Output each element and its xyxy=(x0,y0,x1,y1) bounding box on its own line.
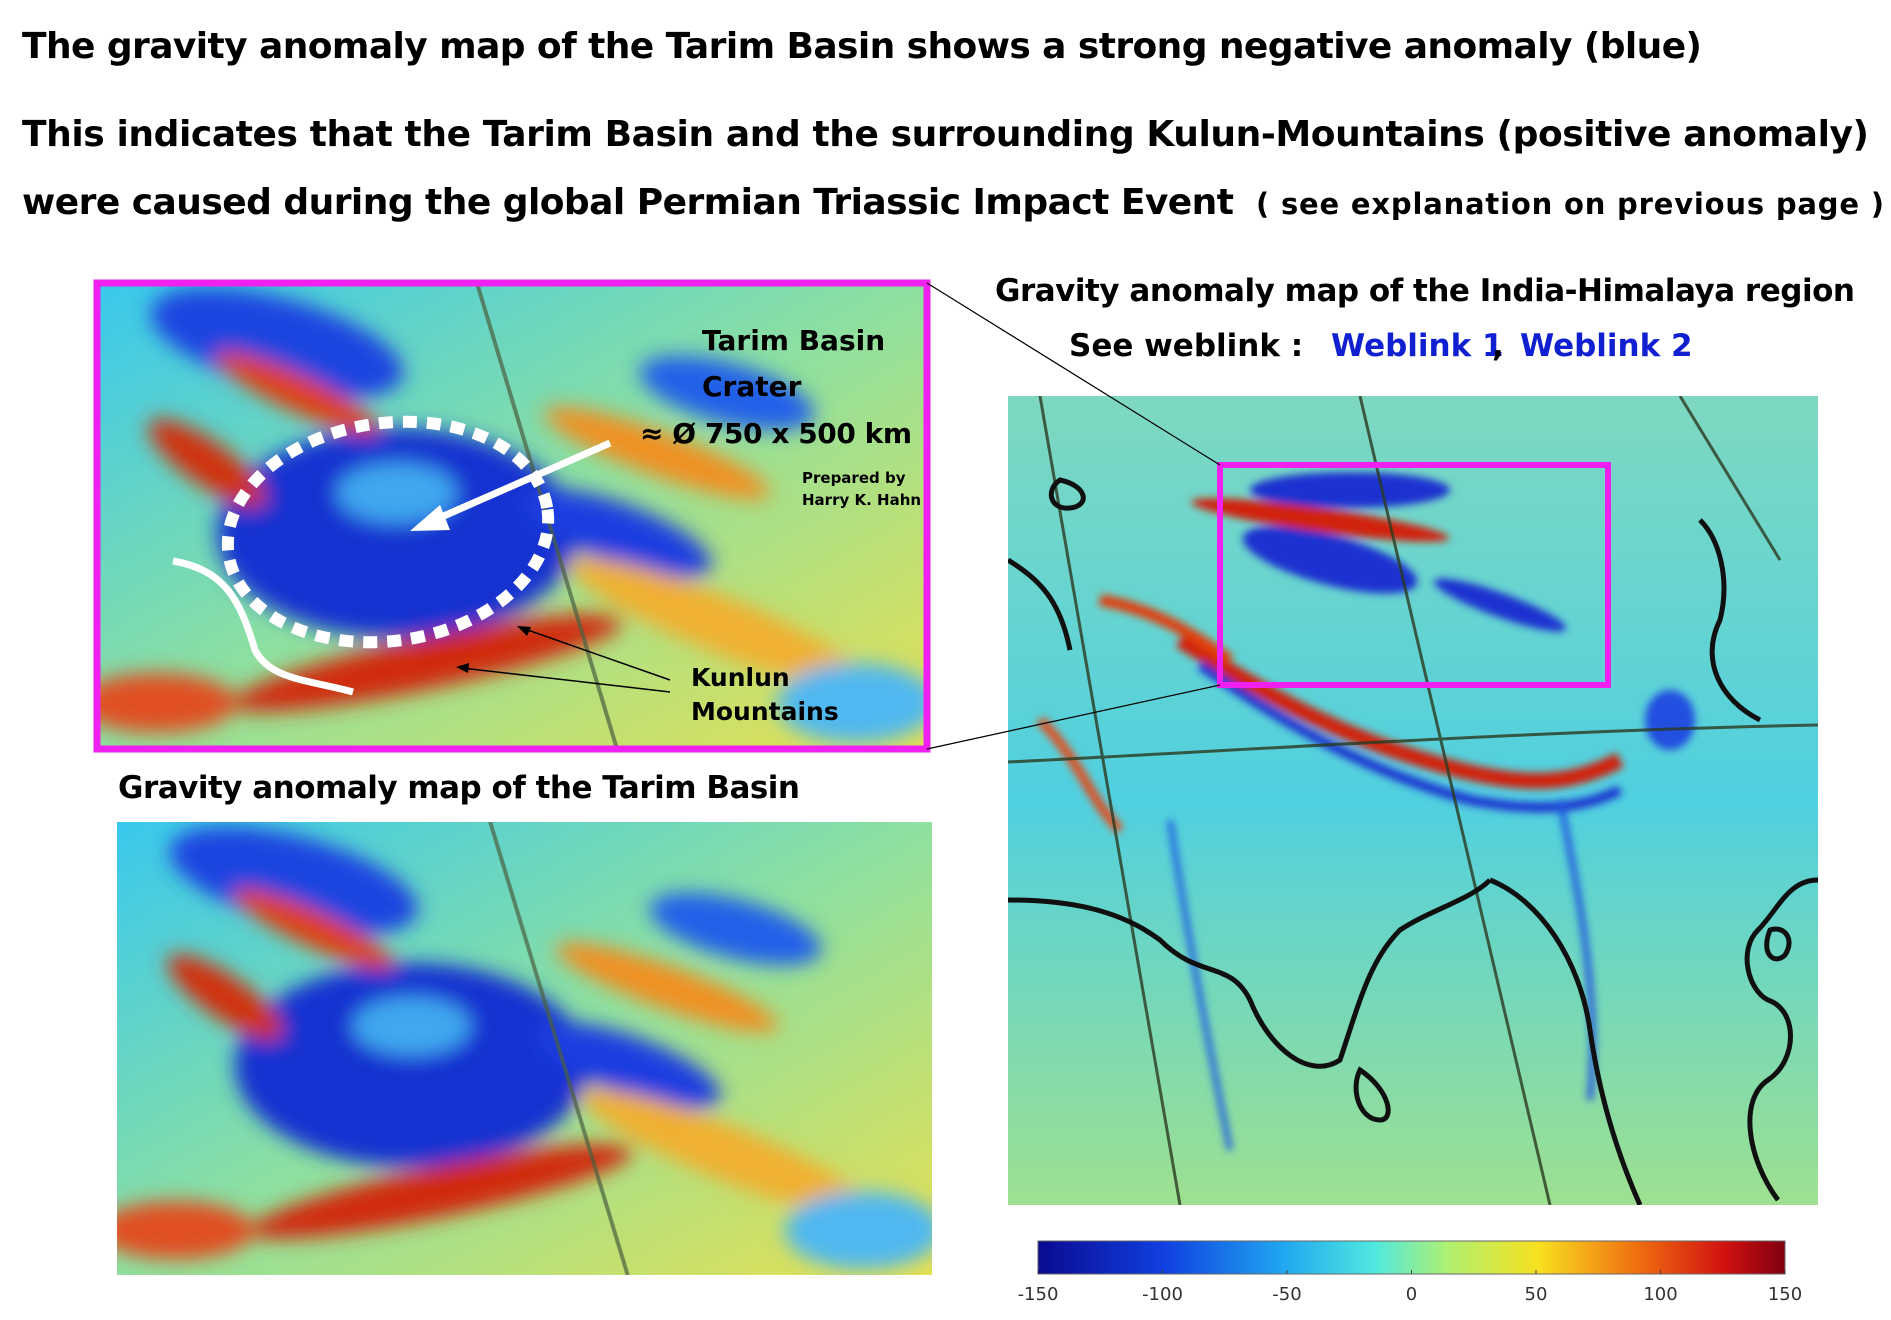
connector xyxy=(926,684,1221,750)
pointer-head xyxy=(517,626,531,636)
header-line: were caused during the global Permian Tr… xyxy=(22,182,1234,223)
label: Tarim Basin xyxy=(702,324,885,357)
colorbar-tick-label: -150 xyxy=(1018,1284,1059,1305)
map-frame xyxy=(93,279,931,753)
caption: Gravity anomaly map of the Tarim Basin xyxy=(118,770,800,806)
zoom-frame xyxy=(1217,462,1611,688)
pointer-head xyxy=(456,663,469,673)
india-map xyxy=(1008,396,1818,1205)
weblink[interactable]: Weblink 1 xyxy=(1331,328,1504,364)
label: Mountains xyxy=(691,697,839,726)
colorbar-tick-label: 150 xyxy=(1768,1284,1802,1305)
label: Crater xyxy=(702,370,802,403)
crater-outline xyxy=(221,415,555,649)
connector xyxy=(926,282,1221,466)
arrow-head xyxy=(410,505,450,531)
tarim-map xyxy=(97,805,942,1275)
separator: , xyxy=(1492,328,1504,364)
header-line: The gravity anomaly map of the Tarim Bas… xyxy=(22,26,1702,67)
credit: Prepared by xyxy=(802,469,906,487)
white-curve xyxy=(172,557,354,696)
label: ≈ Ø 750 x 500 km xyxy=(640,417,912,450)
pointer xyxy=(521,627,671,681)
weblink[interactable]: Weblink 2 xyxy=(1520,328,1693,364)
weblink-label: See weblink : xyxy=(1069,328,1303,364)
map-title: Gravity anomaly map of the India-Himalay… xyxy=(995,273,1855,309)
pointer xyxy=(461,667,671,693)
colorbar-tick-label: 100 xyxy=(1643,1284,1677,1305)
colorbar xyxy=(1037,1240,1786,1275)
colorbar-tick-label: 50 xyxy=(1525,1284,1548,1305)
arrow xyxy=(428,439,612,526)
header-line: This indicates that the Tarim Basin and … xyxy=(22,114,1869,155)
colorbar-tick-label: 0 xyxy=(1406,1284,1417,1305)
label: Kunlun xyxy=(691,663,790,692)
colorbar-tick-label: -50 xyxy=(1272,1284,1301,1305)
header-note: ( see explanation on previous page ) xyxy=(1256,187,1884,221)
credit: Harry K. Hahn xyxy=(802,491,921,509)
colorbar-tick-label: -100 xyxy=(1142,1284,1183,1305)
